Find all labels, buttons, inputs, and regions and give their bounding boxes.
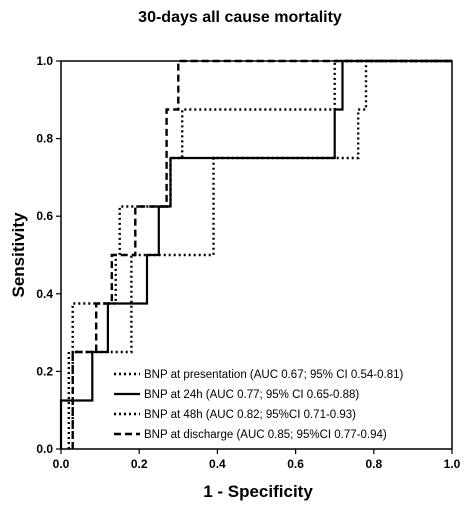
y-axis: 0.0 0.2 0.4 0.6 0.8 1.0	[36, 54, 61, 456]
x-tick-label: 0.6	[287, 457, 304, 471]
legend: BNP at presentation (AUC 0.67; 95% CI 0.…	[114, 369, 403, 441]
y-tick-label: 0.0	[36, 442, 53, 456]
y-tick-label: 1.0	[36, 54, 53, 68]
x-axis: 0.0 0.2 0.4 0.6 0.8 1.0	[53, 449, 461, 471]
y-tick-label: 0.2	[36, 364, 53, 378]
x-tick-label: 1.0	[444, 457, 461, 471]
series-layer	[59, 59, 452, 449]
x-tick-label: 0.8	[365, 457, 382, 471]
legend-label-4: BNP at discharge (AUC 0.85; 95%CI 0.77-0…	[144, 429, 387, 441]
y-tick-label: 0.6	[36, 209, 53, 223]
chart-title: 30-days all cause mortality	[138, 9, 342, 26]
y-axis-label: Sensitivity	[9, 212, 28, 298]
x-tick-label: 0.0	[53, 457, 70, 471]
series-line-2	[59, 59, 452, 449]
y-tick-label: 0.4	[36, 287, 53, 301]
legend-label-1: BNP at presentation (AUC 0.67; 95% CI 0.…	[144, 369, 403, 381]
x-tick-label: 0.2	[131, 457, 148, 471]
legend-label-2: BNP at 24h (AUC 0.77; 95% CI 0.65-0.88)	[144, 389, 359, 401]
x-axis-label: 1 - Specificity	[203, 482, 313, 501]
y-tick-label: 0.8	[36, 132, 53, 146]
legend-label-3: BNP at 48h (AUC 0.82; 95%CI 0.71-0.93)	[144, 409, 356, 421]
series-line-4	[71, 59, 452, 449]
x-tick-label: 0.4	[209, 457, 226, 471]
series-line-1	[71, 59, 452, 449]
